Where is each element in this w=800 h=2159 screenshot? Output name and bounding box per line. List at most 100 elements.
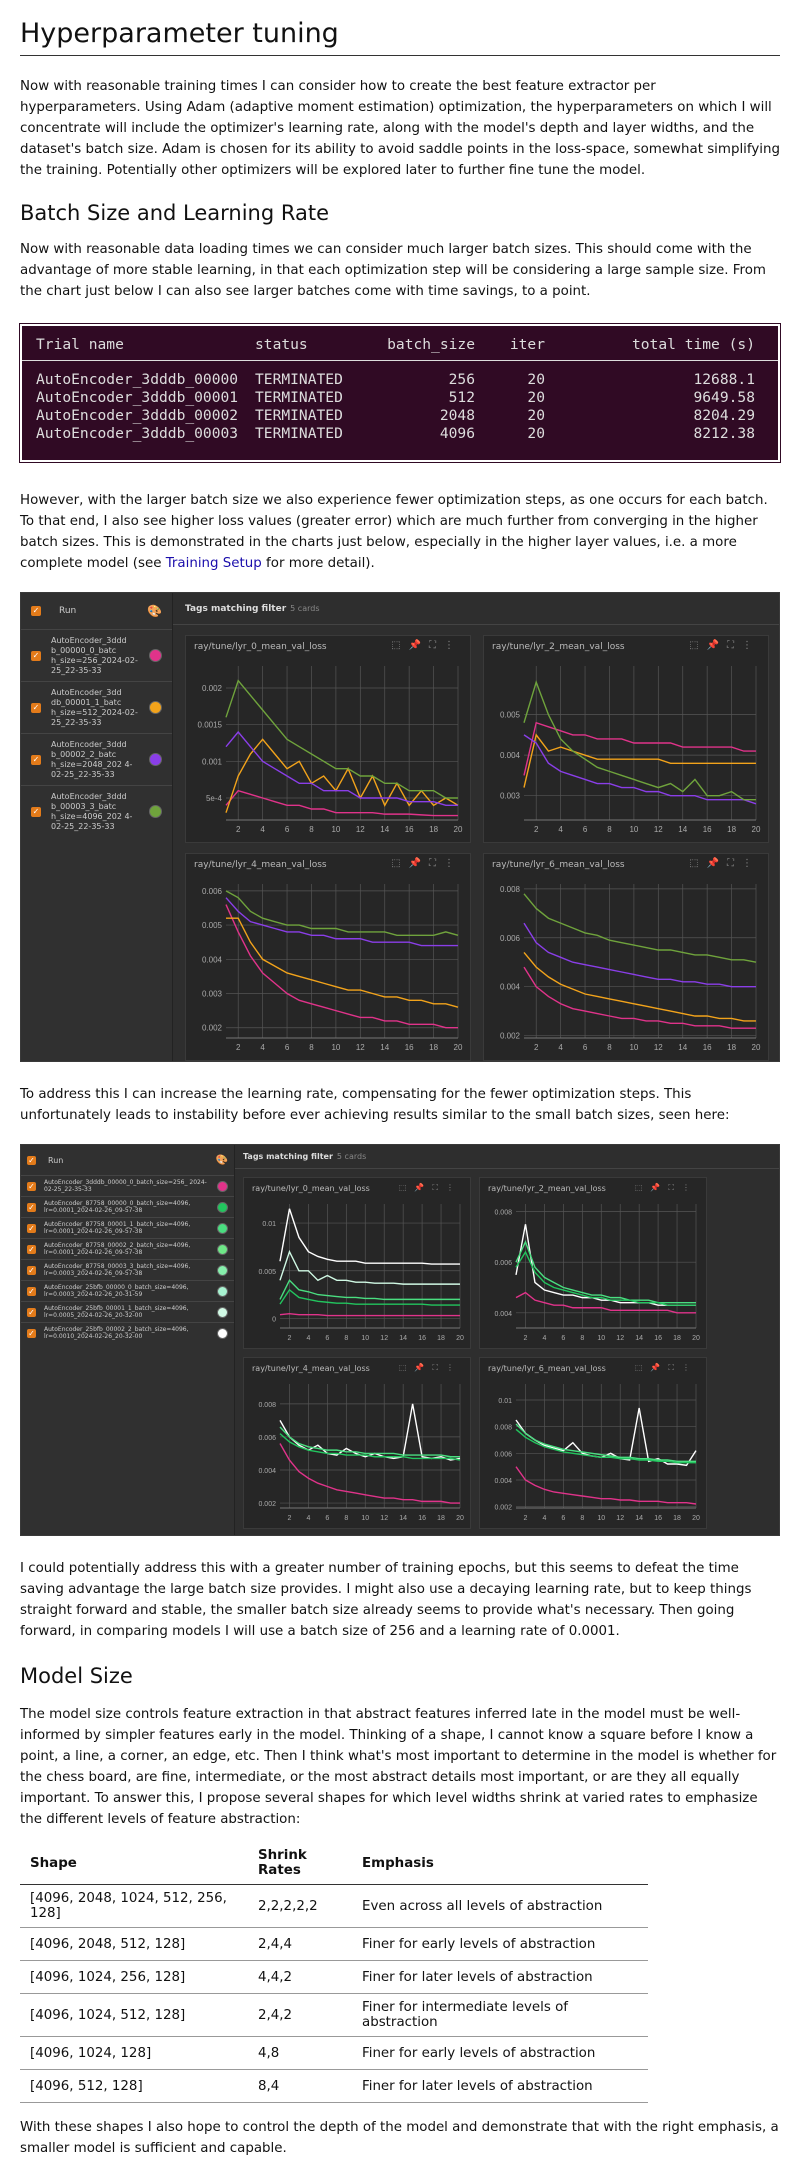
more-menu-icon[interactable]: ⋮ (682, 1183, 698, 1192)
run-item[interactable]: ✓ AutoEncoder_87758_00000_0_batch_size=40… (21, 1196, 234, 1217)
run-color-swatch[interactable] (149, 701, 162, 714)
run-item[interactable]: ✓ AutoEncoder_25bfb_00002_2_batch_size=40… (21, 1322, 234, 1343)
card-toolbar: ⬚📌⛶⋮ (689, 640, 760, 651)
x-tick-label: 8 (580, 1335, 584, 1342)
x-tick-label: 2 (524, 1335, 528, 1342)
closing-paragraph: With these shapes I also hope to control… (20, 2120, 779, 2156)
fullscreen-icon[interactable]: ⛶ (432, 1183, 446, 1192)
x-tick-label: 12 (380, 1515, 388, 1522)
run-color-swatch[interactable] (149, 753, 162, 766)
fit-domain-icon[interactable]: ⬚ (398, 1363, 415, 1372)
fullscreen-icon[interactable]: ⛶ (727, 640, 742, 651)
more-menu-icon[interactable]: ⋮ (446, 1363, 462, 1372)
run-checkbox[interactable]: ✓ (31, 806, 41, 817)
palette-icon[interactable]: 🎨 (215, 1154, 228, 1166)
chart-card: 2 4 6 8 10 12 14 16 18 20 0.002 0.004 0.006 0.008 ray/… (243, 1357, 471, 1529)
series-line (515, 1250, 696, 1306)
more-menu-icon[interactable]: ⋮ (446, 1183, 462, 1192)
run-color-swatch[interactable] (217, 1264, 228, 1276)
run-checkbox[interactable]: ✓ (27, 1307, 36, 1317)
run-checkbox[interactable]: ✓ (27, 1328, 36, 1338)
more-menu-icon[interactable]: ⋮ (742, 640, 760, 651)
palette-icon[interactable]: 🎨 (147, 604, 162, 618)
fit-domain-icon[interactable]: ⬚ (689, 858, 707, 869)
run-color-swatch[interactable] (217, 1285, 228, 1297)
fit-domain-icon[interactable]: ⬚ (398, 1183, 415, 1192)
x-tick-label: 10 (331, 1043, 340, 1052)
run-color-swatch[interactable] (217, 1180, 228, 1192)
pin-icon[interactable]: 📌 (650, 1183, 669, 1192)
run-name: AutoEncoder_87758_00000_0_batch_size=409… (44, 1199, 191, 1215)
fullscreen-icon[interactable]: ⛶ (429, 858, 444, 869)
run-color-swatch[interactable] (217, 1222, 228, 1234)
y-tick-label: 0.004 (202, 955, 223, 964)
run-item[interactable]: ✓ AutoEncoder_3ddd b_00000_0_batc h_size=… (21, 629, 172, 681)
run-color-swatch[interactable] (217, 1327, 228, 1339)
y-tick-label: 0.001 (202, 757, 223, 766)
y-tick-label: 0.005 (202, 921, 223, 930)
run-item[interactable]: ✓ AutoEncoder_3dddb_00000_0_batch_size=25… (21, 1175, 234, 1196)
run-checkbox[interactable]: ✓ (31, 702, 41, 713)
pin-icon[interactable]: 📌 (706, 858, 727, 869)
more-menu-icon[interactable]: ⋮ (742, 858, 760, 869)
run-checkbox[interactable]: ✓ (27, 1244, 36, 1254)
series-line (515, 1291, 696, 1314)
select-all-checkbox[interactable]: ✓ (27, 1155, 36, 1165)
card-toolbar: ⬚📌⛶⋮ (391, 858, 462, 869)
run-color-swatch[interactable] (149, 649, 162, 662)
fullscreen-icon[interactable]: ⛶ (668, 1183, 682, 1192)
fullscreen-icon[interactable]: ⛶ (668, 1363, 682, 1372)
pin-icon[interactable]: 📌 (414, 1183, 433, 1192)
run-checkbox[interactable]: ✓ (27, 1265, 36, 1275)
run-checkbox[interactable]: ✓ (27, 1223, 36, 1233)
run-checkbox[interactable]: ✓ (27, 1202, 36, 1212)
more-menu-icon[interactable]: ⋮ (444, 858, 462, 869)
loss-text-after: for more detail). (261, 556, 375, 571)
run-color-swatch[interactable] (217, 1306, 228, 1318)
fit-domain-icon[interactable]: ⬚ (689, 640, 707, 651)
run-item[interactable]: ✓ AutoEncoder_25bfb_00001_1_batch_size=40… (21, 1301, 234, 1322)
x-tick-label: 14 (678, 825, 687, 834)
fit-domain-icon[interactable]: ⬚ (391, 640, 409, 651)
trial-name: AutoEncoder_3dddb_00000 (36, 371, 239, 388)
run-color-swatch[interactable] (217, 1243, 228, 1255)
pin-icon[interactable]: 📌 (650, 1363, 669, 1372)
pin-icon[interactable]: 📌 (414, 1363, 433, 1372)
table-cell: 2,4,4 (248, 1927, 352, 1961)
run-checkbox[interactable]: ✓ (27, 1181, 36, 1191)
fullscreen-icon[interactable]: ⛶ (432, 1363, 446, 1372)
more-menu-icon[interactable]: ⋮ (682, 1363, 698, 1372)
run-item[interactable]: ✓ AutoEncoder_87758_00002_2_batch_size=40… (21, 1238, 234, 1259)
x-tick-label: 16 (405, 825, 414, 834)
run-item[interactable]: ✓ AutoEncoder_3ddd b_00002_2_batc h_size=… (21, 733, 172, 785)
pin-icon[interactable]: 📌 (408, 858, 429, 869)
pin-icon[interactable]: 📌 (706, 640, 727, 651)
run-item[interactable]: ✓ AutoEncoder_3dd db_00001_1_batc h_size=… (21, 681, 172, 733)
run-item[interactable]: ✓ AutoEncoder_87758_00001_1_batch_size=40… (21, 1217, 234, 1238)
x-tick-label: 18 (673, 1335, 681, 1342)
run-checkbox[interactable]: ✓ (31, 754, 41, 765)
fullscreen-icon[interactable]: ⛶ (429, 640, 444, 651)
run-item[interactable]: ✓ AutoEncoder_25bfb_00000_0_batch_size=40… (21, 1280, 234, 1301)
runs-sidebar: ✓ Run 🎨 ✓ AutoEncoder_3dddb_00000_0_batch… (21, 1145, 235, 1535)
fullscreen-icon[interactable]: ⛶ (727, 858, 742, 869)
run-item[interactable]: ✓ AutoEncoder_87758_00003_3_batch_size=40… (21, 1259, 234, 1280)
trial-status: TERMINATED (255, 407, 343, 424)
run-color-swatch[interactable] (149, 805, 162, 818)
run-checkbox[interactable]: ✓ (27, 1286, 36, 1296)
more-menu-icon[interactable]: ⋮ (444, 640, 462, 651)
y-tick-label: 0.01 (262, 1221, 276, 1228)
x-tick-label: 14 (635, 1515, 643, 1522)
fit-domain-icon[interactable]: ⬚ (634, 1183, 651, 1192)
run-item[interactable]: ✓ AutoEncoder_3ddd b_00003_3_batc h_size=… (21, 785, 172, 837)
run-color-swatch[interactable] (217, 1201, 228, 1213)
line-chart: 2 4 6 8 10 12 14 16 18 20 0 0.005 0.01 (258, 1204, 464, 1342)
fit-domain-icon[interactable]: ⬚ (391, 858, 409, 869)
table-cell: [4096, 1024, 256, 128] (20, 1960, 248, 1994)
y-tick-label: 0.006 (202, 887, 223, 896)
select-all-checkbox[interactable]: ✓ (31, 606, 41, 616)
fit-domain-icon[interactable]: ⬚ (634, 1363, 651, 1372)
pin-icon[interactable]: 📌 (408, 640, 429, 651)
run-checkbox[interactable]: ✓ (31, 650, 41, 661)
training-setup-link[interactable]: Training Setup (165, 556, 262, 571)
